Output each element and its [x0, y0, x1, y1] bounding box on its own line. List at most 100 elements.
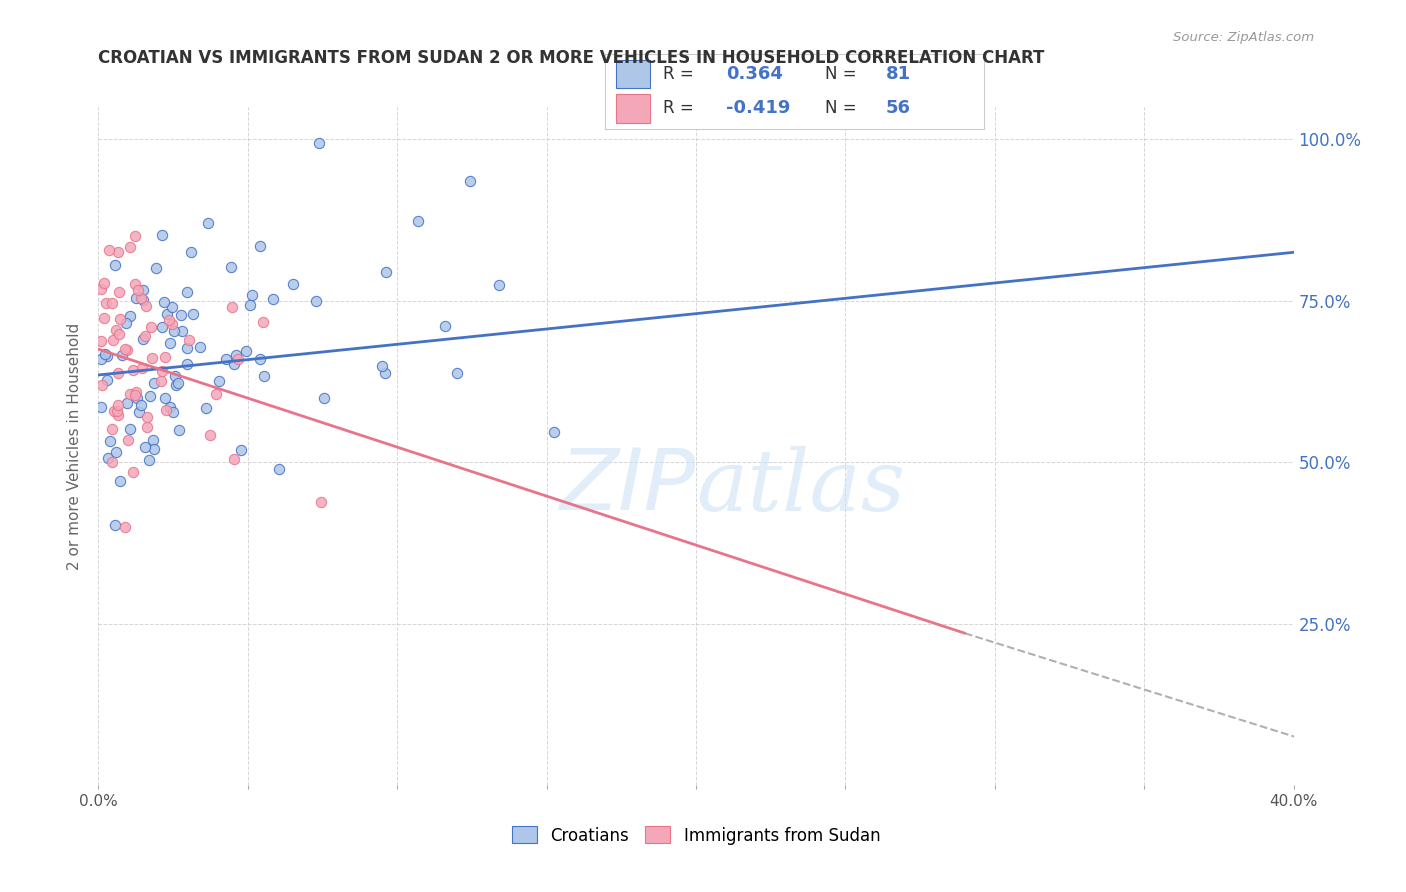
Point — [252, 315, 274, 329]
Point — [103, 333, 125, 347]
Point — [93, 311, 115, 326]
Point — [120, 422, 142, 436]
Point — [446, 366, 468, 380]
Point — [96, 295, 118, 310]
Point — [157, 313, 180, 327]
Point — [160, 300, 183, 314]
Point — [458, 174, 481, 188]
Point — [105, 323, 128, 337]
Point — [129, 398, 152, 412]
Point — [180, 245, 202, 260]
Point — [114, 520, 136, 534]
Point — [90, 400, 112, 414]
Y-axis label: 2 or more Vehicles in Household: 2 or more Vehicles in Household — [67, 322, 83, 570]
Point — [160, 317, 183, 331]
Point — [240, 288, 263, 302]
Point — [176, 341, 198, 355]
Point — [107, 409, 129, 423]
Text: N =: N = — [825, 100, 856, 118]
Point — [142, 433, 165, 447]
Point — [107, 398, 129, 412]
Point — [153, 295, 176, 310]
Point — [136, 409, 159, 424]
Point — [374, 366, 396, 380]
Point — [176, 357, 198, 371]
Point — [122, 362, 145, 376]
Text: R =: R = — [664, 100, 695, 118]
Point — [131, 293, 153, 307]
Point — [105, 404, 128, 418]
Point — [96, 374, 118, 388]
Point — [138, 452, 160, 467]
Point — [93, 276, 115, 290]
Point — [153, 391, 176, 405]
Point — [163, 369, 186, 384]
Text: 0.364: 0.364 — [725, 65, 783, 83]
Point — [170, 324, 193, 338]
Point — [105, 445, 128, 459]
Point — [101, 296, 124, 310]
Point — [94, 347, 117, 361]
Point — [131, 361, 153, 376]
Point — [188, 340, 211, 354]
Point — [162, 405, 184, 419]
Point — [104, 259, 127, 273]
Point — [107, 245, 129, 260]
Point — [104, 518, 127, 533]
Point — [269, 461, 291, 475]
Point — [103, 403, 125, 417]
Point — [205, 387, 228, 401]
Point — [108, 285, 131, 299]
Point — [125, 384, 148, 399]
Text: CROATIAN VS IMMIGRANTS FROM SUDAN 2 OR MORE VEHICLES IN HOUSEHOLD CORRELATION CH: CROATIAN VS IMMIGRANTS FROM SUDAN 2 OR M… — [98, 49, 1045, 67]
Point — [129, 291, 152, 305]
Point — [225, 348, 247, 362]
Point — [97, 450, 120, 465]
Point — [488, 278, 510, 293]
Point — [219, 260, 242, 274]
Point — [90, 334, 112, 349]
Point — [96, 349, 118, 363]
Point — [235, 343, 257, 358]
Point — [127, 284, 149, 298]
Point — [159, 400, 181, 414]
Point — [124, 228, 146, 243]
Point — [108, 326, 131, 341]
Text: 81: 81 — [886, 65, 911, 83]
Point — [183, 307, 205, 321]
Point — [141, 351, 163, 365]
Point — [167, 423, 190, 437]
Point — [150, 364, 173, 378]
Point — [101, 455, 124, 469]
Point — [370, 359, 392, 373]
Point — [253, 368, 276, 383]
Point — [208, 374, 231, 388]
Point — [114, 316, 136, 330]
Point — [110, 312, 132, 326]
Point — [221, 300, 243, 314]
Point — [134, 329, 156, 343]
Point — [114, 343, 136, 357]
Point — [141, 320, 163, 334]
Point — [97, 243, 120, 257]
Point — [90, 351, 112, 366]
Point — [170, 308, 193, 322]
Point — [215, 352, 238, 367]
Point — [150, 320, 173, 334]
Point — [145, 260, 167, 275]
Point — [226, 352, 249, 367]
Point — [222, 451, 245, 466]
Point — [122, 465, 145, 479]
Point — [374, 265, 396, 279]
Point — [434, 318, 457, 333]
Point — [229, 442, 252, 457]
Point — [176, 285, 198, 300]
Point — [281, 277, 304, 292]
Point — [408, 214, 430, 228]
Point — [115, 396, 138, 410]
Point — [117, 433, 139, 447]
Point — [156, 307, 179, 321]
Point — [108, 474, 131, 488]
Point — [198, 427, 221, 442]
Point — [153, 350, 176, 364]
